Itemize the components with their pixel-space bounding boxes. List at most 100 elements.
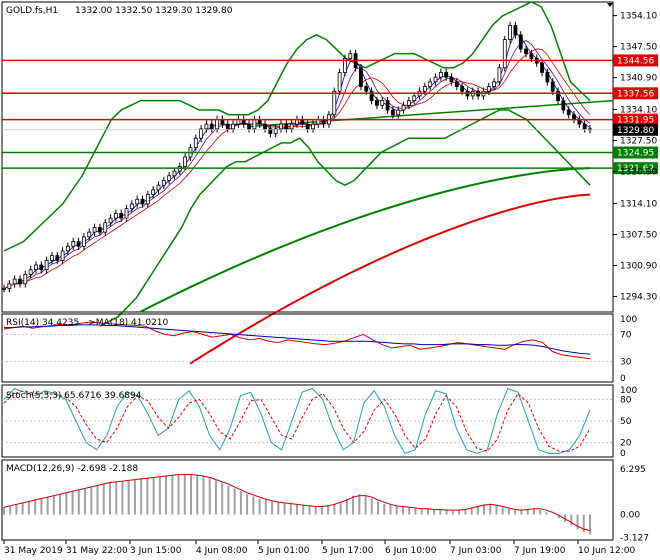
stoch-tick-label: 50 (620, 417, 632, 427)
candle-body (401, 104, 406, 111)
candle-body (44, 259, 49, 271)
rsi-tick-label: 100 (620, 315, 637, 325)
candle-body (375, 100, 379, 106)
candle-body (172, 170, 177, 177)
candle-body (113, 212, 118, 219)
time-tick-label: 5 Jun 01:00 (258, 546, 310, 556)
rsi-title: RSI(14) 34.4235 (6, 318, 79, 328)
macd-pane: 6.295 0.00 -3.127 MACD(12,26,9) -2.698 -2.… (1, 459, 649, 543)
candle-body (343, 57, 347, 73)
time-tick-label: 10 Jun 12:00 (578, 546, 635, 556)
candle-body (7, 283, 12, 289)
time-tick-label: 31 May 22:00 (66, 546, 128, 556)
candle-body (524, 48, 528, 55)
stoch-title: Stoch(5,3,3) 65.6716 39.6894 (6, 391, 142, 401)
price-tick-label: 1347.50 (620, 43, 657, 53)
time-tick-label: 4 Jun 08:00 (196, 546, 248, 556)
candle-body (76, 241, 81, 247)
candle-body (28, 269, 33, 275)
candle-body (311, 123, 315, 130)
candle-body (92, 227, 97, 233)
price-tick-label: 1334.10 (620, 106, 657, 116)
candle-body (151, 189, 156, 195)
stoch-tick-label: 100 (620, 386, 637, 396)
candle-body (497, 67, 502, 83)
price-tick-label: 1320.90 (620, 168, 657, 178)
candle-body (428, 81, 433, 87)
candle-body (348, 53, 353, 59)
candle-body (247, 123, 251, 130)
candle-body (225, 123, 230, 130)
level-tag-label: 1331.95 (617, 116, 654, 126)
candle-body (129, 203, 134, 210)
stoch-main-line (3, 387, 591, 455)
stoch-signal-line (3, 390, 591, 452)
candle-body (103, 222, 108, 233)
macd-signal-line (3, 474, 591, 531)
candle-body (460, 86, 465, 92)
candle-body (140, 198, 145, 205)
level-tag (613, 146, 658, 159)
candle-body (50, 255, 54, 261)
candle-body (55, 255, 60, 261)
candle-body (215, 119, 219, 130)
bollinger-lower-band (99, 109, 591, 327)
candle-body (108, 217, 113, 224)
candle-body (529, 53, 534, 59)
candle-body (385, 100, 390, 111)
time-tick-label: 5 Jun 17:00 (322, 546, 374, 556)
macd-tick-label: -3.127 (620, 533, 649, 543)
candle-body (87, 231, 92, 238)
candle-body (332, 90, 337, 116)
candle-body (566, 109, 571, 116)
candle-body (540, 62, 544, 73)
candle-body (39, 264, 44, 271)
rsi-tick-label: 0 (620, 374, 626, 384)
candle-body (556, 90, 560, 102)
chart-symbol: GOLD.fs,H1 (6, 6, 58, 16)
candle-body (359, 67, 363, 87)
rsi-pane: 100 70 30 0 RSI(14) 34.4235 ->MA(18) 41.021… (1, 313, 637, 384)
candle-body (561, 100, 566, 111)
candle-body (390, 109, 395, 116)
candle-body (82, 236, 86, 247)
time-tick-label: 6 Jun 10:00 (385, 546, 437, 556)
candle-body (444, 72, 449, 78)
candle-body (582, 123, 587, 130)
candle-body (369, 90, 374, 102)
stoch-tick-label: 20 (620, 439, 632, 449)
candle-body (364, 86, 369, 92)
time-tick-label: 7 Jun 03:00 (450, 546, 502, 556)
candle-body (572, 114, 576, 120)
level-tag (613, 113, 658, 126)
candle-body (412, 95, 417, 102)
level-tag-label: 1324.95 (617, 149, 654, 159)
candle-body (193, 137, 198, 149)
candle-body (508, 25, 512, 40)
candle-body (273, 128, 278, 134)
level-tag (613, 162, 658, 175)
moving-average-red (189, 193, 591, 365)
price-tick-label: 1307.50 (620, 231, 657, 241)
chart-ohlc: 1332.00 1332.50 1329.30 1329.80 (75, 6, 233, 16)
rsi-tick-label: 30 (620, 358, 632, 368)
scroll-marker-icon (607, 3, 613, 7)
level-tag-label: 1329.80 (617, 126, 654, 136)
candle-body (279, 123, 283, 130)
candle-body (71, 241, 76, 247)
candle-body (337, 72, 342, 92)
time-tick-label: 31 May 2019 (4, 546, 63, 556)
macd-tick-label: 0.00 (620, 511, 640, 521)
candle-body (183, 156, 188, 167)
candle-body (23, 274, 28, 285)
candle-body (518, 34, 523, 50)
candle-body (550, 81, 555, 92)
time-axis: 31 May 2019 31 May 22:00 3 Jun 15:00 4 Jun … (3, 540, 635, 556)
level-tag-label: 1321.62 (617, 164, 654, 174)
level-tag-label: 1344.56 (617, 56, 654, 66)
candle-body (124, 208, 129, 219)
candle-body (380, 100, 385, 106)
candle-body (12, 278, 17, 285)
candle-body (454, 81, 459, 87)
